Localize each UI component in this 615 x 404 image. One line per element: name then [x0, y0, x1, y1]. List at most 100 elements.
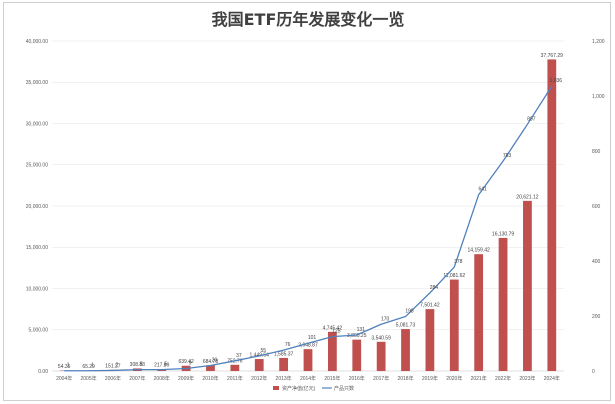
- line-data-label: 101: [308, 335, 317, 341]
- x-tick-label: 2006年: [105, 375, 121, 382]
- x-tick-label: 2021年: [471, 375, 487, 382]
- x-tick-label: 2018年: [397, 375, 413, 382]
- bar-data-label: 639.42: [178, 359, 194, 365]
- bar-data-label: 14,159.42: [468, 248, 490, 254]
- bar: [474, 254, 484, 371]
- bar-data-label: 217.89: [154, 363, 170, 369]
- left-tick-label: 15,000.00: [26, 245, 48, 251]
- x-tick-label: 2017年: [373, 375, 389, 382]
- grid-lines: [52, 40, 564, 372]
- x-tick-label: 2005年: [81, 375, 97, 382]
- left-tick-label: 0.00: [38, 369, 48, 375]
- line-data-label: 897: [527, 116, 536, 122]
- bar-data-label: 3,800.25: [347, 333, 367, 339]
- left-tick-label: 40,000.00: [26, 39, 48, 45]
- x-tick-label: 2023年: [519, 375, 535, 382]
- left-axis-ticks: 0.00 5,000.00 10,000.00 15,000.00 20,000.00 2…: [26, 39, 48, 375]
- bar-data-label: 3,540.59: [371, 335, 391, 341]
- bar-series: [59, 59, 557, 371]
- left-tick-label: 5,000.00: [29, 328, 49, 334]
- bar: [401, 329, 410, 371]
- right-tick-label: 1,000: [592, 94, 605, 100]
- bar-data-label: 2,648.87: [298, 343, 318, 349]
- bar: [206, 365, 215, 371]
- x-tick-label: 2022年: [495, 375, 511, 382]
- bar-data-label: 20,621.12: [516, 194, 538, 200]
- x-axis-ticks: 2004年 2005年 2006年 2007年 2008年 2009年 2010年 2011年…: [56, 375, 560, 382]
- left-tick-label: 30,000.00: [26, 121, 48, 127]
- bar-data-label: 7,501.42: [420, 303, 440, 309]
- bar: [279, 357, 289, 371]
- line-data-label: 131: [357, 327, 366, 333]
- etf-chart: 我国ETF历年发展变化一览 0.00 5,000.00 10,000.00 15,00…: [26, 10, 605, 392]
- right-tick-label: 1,200: [592, 39, 605, 45]
- line-data-label: 378: [454, 259, 463, 265]
- line-data-label: 1: [91, 363, 94, 369]
- bar-data-label: 11,081.62: [443, 273, 465, 279]
- series-line: [64, 85, 553, 372]
- x-tick-label: 2019年: [422, 375, 438, 382]
- line-data-label: 5: [140, 362, 143, 368]
- line-data-label: 2: [116, 362, 119, 368]
- line-data-label: 20: [212, 358, 218, 364]
- right-tick-label: 800: [592, 149, 601, 155]
- bar: [547, 59, 557, 371]
- right-tick-label: 200: [592, 314, 601, 320]
- legend-label-assets: 资产净值(亿元): [282, 385, 316, 392]
- chart-title: 我国ETF历年发展变化一览: [212, 10, 405, 29]
- line-data-label: 763: [503, 153, 512, 159]
- line-data-label: 198: [405, 309, 414, 315]
- right-axis-ticks: 0 200 400 600 800 1,000 1,200: [592, 39, 605, 375]
- x-tick-label: 2012年: [251, 375, 267, 382]
- line-data-label: 76: [285, 342, 291, 348]
- x-tick-label: 2011年: [227, 375, 243, 382]
- bar: [230, 364, 240, 371]
- line-data-label: 55: [260, 348, 266, 354]
- bar: [254, 359, 264, 371]
- right-tick-label: 600: [592, 204, 601, 210]
- x-tick-label: 2020年: [446, 375, 462, 382]
- right-tick-label: 0: [592, 369, 595, 375]
- x-tick-label: 2004年: [56, 375, 72, 382]
- x-tick-label: 2007年: [129, 375, 145, 382]
- bar: [376, 341, 386, 371]
- bar-data-label: 4,745.42: [323, 325, 343, 331]
- bar: [425, 309, 435, 371]
- line-data-label: 37: [236, 353, 242, 359]
- chart-frame: 我国ETF历年发展变化一览 0.00 5,000.00 10,000.00 15,00…: [3, 2, 611, 401]
- bar-data-label: 16,130.79: [492, 231, 514, 237]
- left-tick-label: 20,000.00: [26, 204, 48, 210]
- bar-data-label: 54.35: [58, 364, 71, 370]
- bar-data-label: 65.29: [82, 364, 95, 370]
- bar-data-label: 308.83: [130, 362, 146, 368]
- bar: [303, 349, 313, 371]
- bar-data-label: 37,767.29: [541, 53, 563, 59]
- bar: [352, 339, 362, 371]
- x-tick-label: 2015年: [324, 375, 340, 382]
- x-tick-label: 2014年: [300, 375, 316, 382]
- line-data-label: 170: [381, 316, 390, 322]
- bar: [523, 200, 532, 371]
- x-tick-label: 2009年: [178, 375, 194, 382]
- legend-label-count: 产品只数: [334, 385, 354, 392]
- bar: [449, 279, 459, 371]
- x-tick-label: 2013年: [276, 375, 292, 382]
- line-data-label: 5: [164, 362, 167, 368]
- bar-data-label: 5,081.73: [396, 323, 416, 329]
- left-tick-label: 25,000.00: [26, 163, 48, 169]
- line-data-label: 1,036: [550, 78, 563, 84]
- x-tick-label: 2010年: [202, 375, 218, 382]
- line-data-label: 9: [189, 361, 192, 367]
- bar-data-label: 684.78: [203, 359, 219, 365]
- x-tick-label: 2008年: [154, 375, 170, 382]
- bar-data-labels: 54.35 65.29 151.27 308.83 217.89 639.42 684.78…: [58, 53, 563, 370]
- right-tick-label: 400: [592, 259, 601, 265]
- left-tick-label: 35,000.00: [26, 80, 48, 86]
- line-series: [64, 85, 553, 372]
- line-data-label: 284: [430, 285, 439, 291]
- line-data-label: 125: [332, 329, 341, 335]
- bar: [498, 237, 508, 371]
- left-tick-label: 10,000.00: [26, 286, 48, 292]
- x-tick-label: 2024年: [544, 375, 560, 382]
